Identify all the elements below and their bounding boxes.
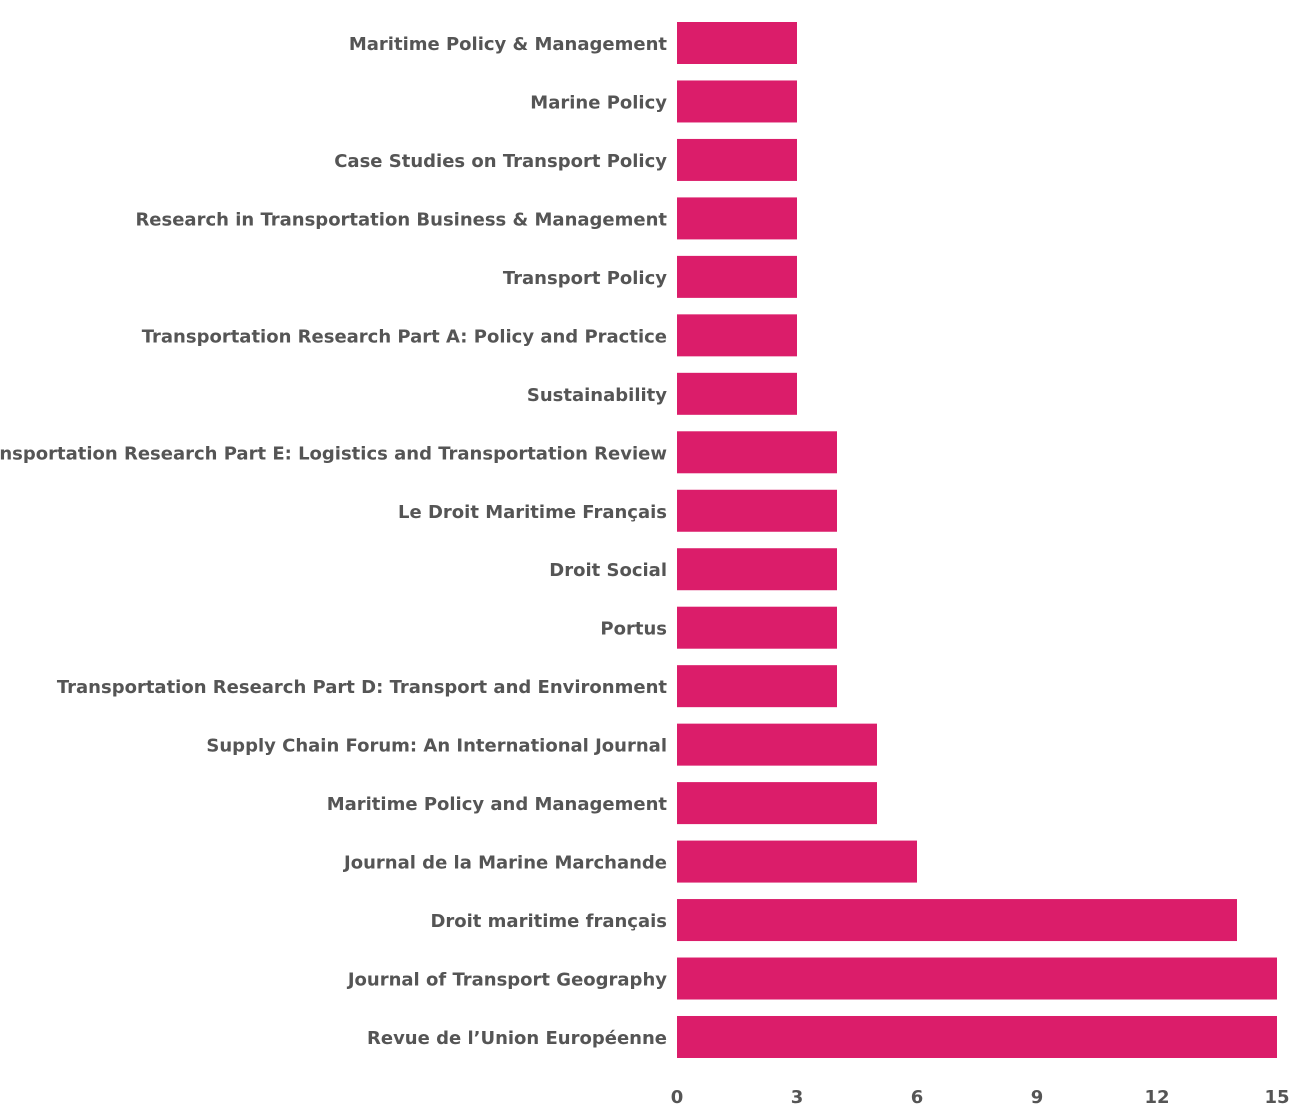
- bar: [677, 723, 877, 766]
- y-tick-label: Journal of Transport Geography: [346, 970, 667, 991]
- x-tick-label: 3: [791, 1087, 804, 1107]
- x-tick-label: 15: [1264, 1087, 1289, 1107]
- y-tick-label: Maritime Policy & Management: [349, 34, 668, 55]
- y-tick-label: Research in Transportation Business & Ma…: [135, 209, 667, 230]
- y-tick-label: Le Droit Maritime Français: [398, 502, 667, 523]
- y-tick-label: Maritime Policy and Management: [327, 794, 668, 815]
- y-tick-label: Droit Social: [549, 560, 667, 581]
- y-tick-label: Supply Chain Forum: An International Jou…: [206, 736, 667, 757]
- y-tick-label: Droit maritime français: [430, 911, 667, 932]
- y-tick-label: Case Studies on Transport Policy: [334, 151, 667, 172]
- y-tick-label: Journal de la Marine Marchande: [342, 853, 667, 874]
- y-tick-label: Portus: [600, 619, 667, 640]
- bar: [677, 80, 797, 123]
- bar: [677, 314, 797, 357]
- bar: [677, 197, 797, 240]
- bar: [677, 255, 797, 298]
- bar: [677, 606, 837, 649]
- bar: [677, 665, 837, 708]
- bar: [677, 1015, 1277, 1058]
- bar: [677, 431, 837, 474]
- y-tick-label: Marine Policy: [530, 92, 667, 113]
- bar: [677, 840, 917, 883]
- bar: [677, 548, 837, 591]
- x-tick-label: 0: [671, 1087, 684, 1107]
- y-tick-label: Transportation Research Part A: Policy a…: [142, 326, 667, 347]
- x-tick-label: 9: [1031, 1087, 1044, 1107]
- y-tick-label: Transportation Research Part E: Logistic…: [0, 443, 667, 464]
- bar: [677, 22, 797, 64]
- bar: [677, 899, 1237, 942]
- x-tick-label: 12: [1144, 1087, 1169, 1107]
- x-tick-label: 6: [911, 1087, 924, 1107]
- y-tick-label: Transport Policy: [503, 268, 667, 289]
- bar: [677, 782, 877, 825]
- bar: [677, 138, 797, 181]
- y-tick-label: Transportation Research Part D: Transpor…: [57, 677, 668, 698]
- y-tick-label: Sustainability: [527, 385, 667, 406]
- bar: [677, 372, 797, 415]
- bar: [677, 489, 837, 532]
- bar: [677, 957, 1277, 1000]
- y-tick-label: Revue de l’Union Européenne: [367, 1028, 667, 1049]
